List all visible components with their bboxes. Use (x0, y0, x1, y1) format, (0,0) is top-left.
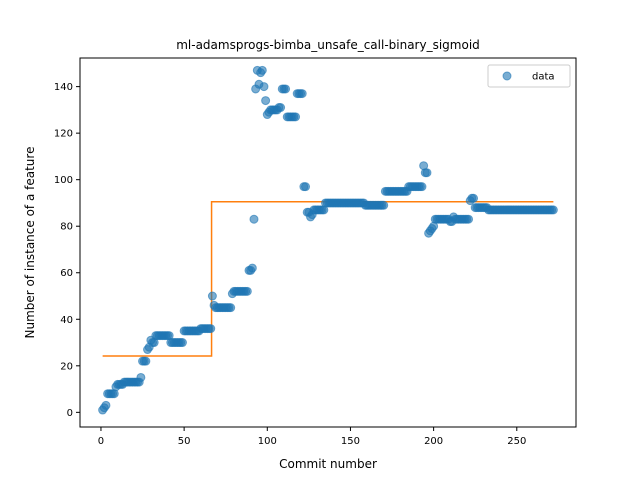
x-tick-label: 50 (178, 436, 191, 447)
y-tick-label: 20 (60, 361, 73, 372)
x-axis-ticks: 0 50 100 150 200 250 (98, 427, 526, 447)
data-point (417, 182, 427, 192)
chart-title: ml-adamsprogs-bimba_unsafe_call-binary_s… (176, 38, 480, 52)
legend-label-data: data (532, 72, 555, 83)
x-tick-label: 200 (424, 436, 443, 447)
data-point (548, 205, 558, 215)
y-tick-label: 40 (60, 315, 73, 326)
y-tick-label: 0 (67, 408, 73, 419)
data-point (261, 96, 271, 106)
y-tick-label: 100 (54, 175, 73, 186)
data-point (291, 112, 301, 122)
y-axis-label: Number of instance of a feature (23, 147, 37, 339)
data-point (422, 168, 432, 178)
data-point (259, 82, 269, 92)
y-tick-label: 80 (60, 222, 73, 233)
data-point (177, 338, 187, 348)
plot-frame (79, 57, 577, 428)
data-point (247, 263, 257, 273)
legend-box (487, 64, 571, 88)
data-point (207, 291, 217, 301)
y-tick-label: 140 (54, 82, 73, 93)
data-point (136, 372, 146, 382)
x-tick-label: 250 (507, 436, 526, 447)
data-point (141, 356, 151, 366)
x-tick-label: 0 (98, 436, 104, 447)
data-point (101, 400, 111, 410)
legend: data (487, 64, 571, 88)
data-point (301, 182, 311, 192)
data-point (276, 103, 286, 113)
data-point (226, 303, 236, 313)
data-point (206, 324, 216, 334)
x-tick-label: 100 (258, 436, 277, 447)
plot-area (80, 58, 576, 427)
x-axis-label: Commit number (279, 457, 377, 471)
y-tick-label: 60 (60, 268, 73, 279)
y-tick-label: 120 (54, 129, 73, 140)
legend-marker-data (502, 71, 512, 81)
data-point (379, 200, 389, 210)
data-point (242, 286, 252, 296)
data-points-layer (98, 65, 558, 415)
data-point (297, 89, 307, 99)
x-tick-label: 150 (341, 436, 360, 447)
data-point (464, 214, 474, 224)
data-point (469, 193, 479, 203)
y-axis-ticks: 0 20 40 60 80 100 120 140 (54, 82, 80, 419)
data-point (249, 214, 259, 224)
data-point (281, 84, 291, 94)
data-point (257, 65, 267, 75)
